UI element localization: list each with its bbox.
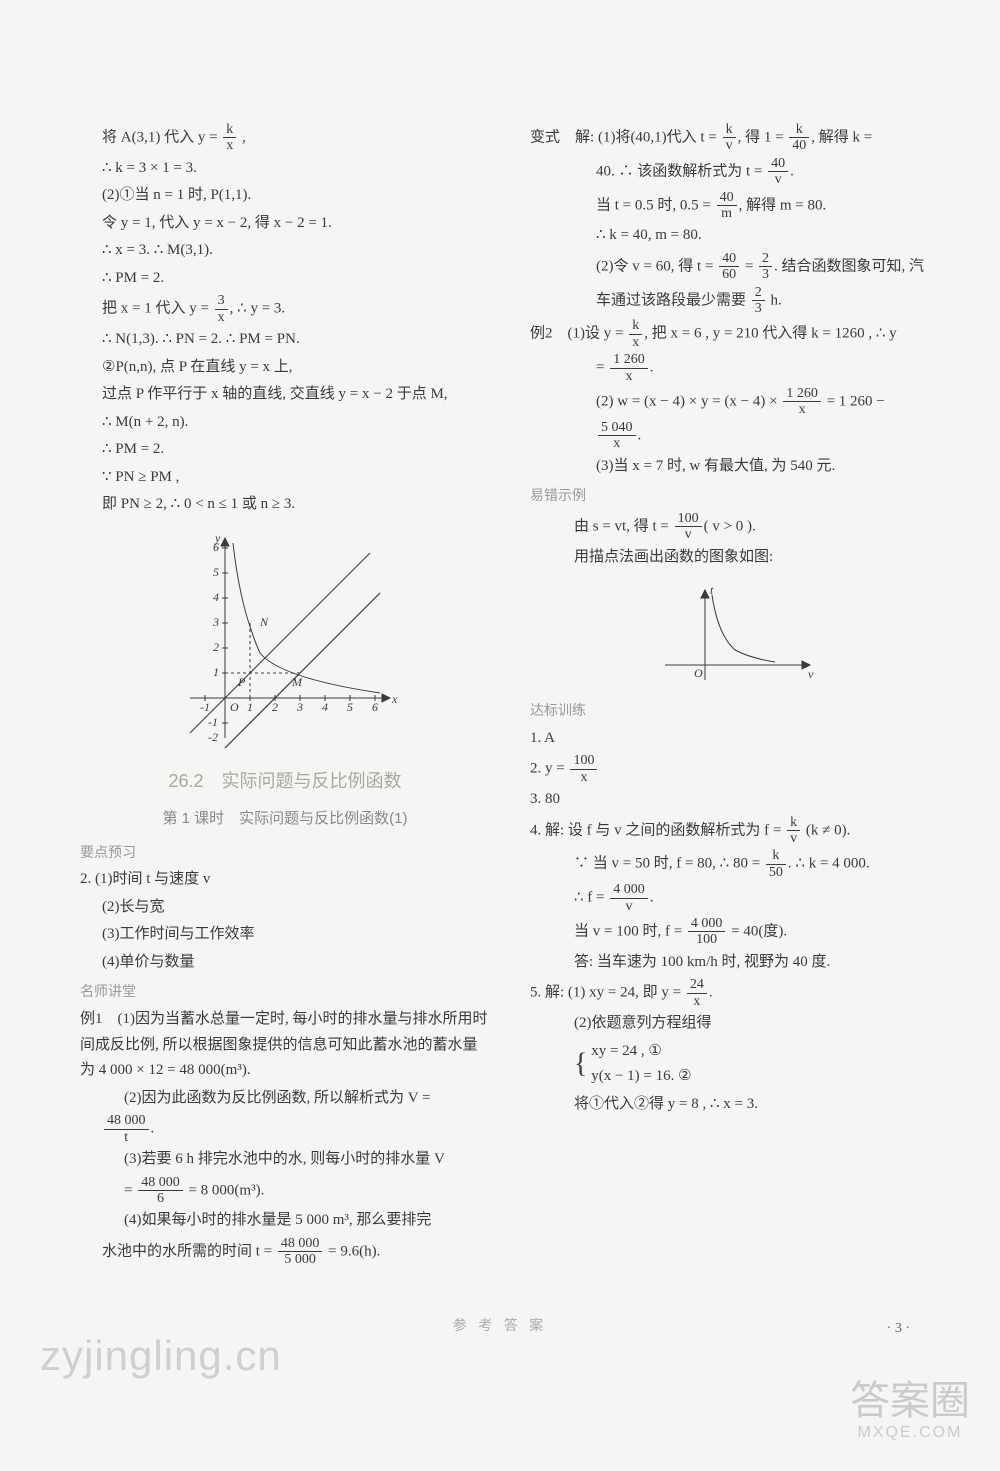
svg-text:2: 2 <box>272 700 278 714</box>
text-line: ∴ k = 40, m = 80. <box>530 223 940 249</box>
text-line: ∴ x = 3. ∴ M(3,1). <box>80 238 490 264</box>
text-line: 答: 当车速为 100 km/h 时, 视野为 40 度. <box>530 950 940 976</box>
text-line: (4)如果每小时的排水量是 5 000 m³, 那么要排完 <box>80 1208 490 1234</box>
text-line: (2)依题意列方程组得 <box>530 1011 940 1037</box>
bianshi: 变式 解: (1)将(40,1)代入 t = kv, 得 1 = k40, 解得… <box>530 122 940 154</box>
subhead-yicuo: 易错示例 <box>530 485 940 509</box>
watermark-right: 答案圈 MXQE.COM <box>850 1381 970 1441</box>
example-1: 例1 (1)因为当蓄水总量一定时, 每小时的排水量与排水所用时间成反比例, 所以… <box>80 1007 490 1084</box>
graph-hyperbola-lines: O x y -1 123 456 123 456 -1-2 P N M <box>80 528 490 748</box>
text-line: 用描点法画出函数的图象如图: <box>530 545 940 571</box>
text-line: (2)长与宽 <box>80 895 490 921</box>
footer-label: 参 考 答 案 <box>453 1315 548 1339</box>
svg-text:-1: -1 <box>208 715 218 729</box>
svg-text:6: 6 <box>372 700 378 714</box>
text-line: 车通过该路段最少需要 23 h. <box>530 285 940 317</box>
answer-1: 1. A <box>530 726 940 752</box>
answer-5: 5. 解: (1) xy = 24, 即 y = 24x. <box>530 977 940 1009</box>
text-line: 5 040x. <box>530 420 940 452</box>
svg-text:O: O <box>694 666 703 680</box>
svg-text:-1: -1 <box>200 700 210 714</box>
text-line: 当 t = 0.5 时, 0.5 = 40m, 解得 m = 80. <box>530 190 940 222</box>
text-line: 当 v = 100 时, f = 4 000100 = 40(度). <box>530 916 940 948</box>
svg-text:5: 5 <box>347 700 353 714</box>
text-line: ∴ k = 3 × 1 = 3. <box>80 156 490 182</box>
graph-inverse-curve: O v t <box>530 580 940 690</box>
text-line: 过点 P 作平行于 x 轴的直线, 交直线 y = x − 2 于点 M, <box>80 382 490 408</box>
text-line: = 1 260x. <box>530 352 940 384</box>
text-line: 将 A(3,1) 代入 y = kx , <box>80 122 490 154</box>
text-line: (3)工作时间与工作效率 <box>80 922 490 948</box>
text-line: ∴ M(n + 2, n). <box>80 410 490 436</box>
page-number: · 3 · <box>887 1317 910 1341</box>
text-line: ∵ PN ≥ PM , <box>80 465 490 491</box>
text-line: 由 s = vt, 得 t = 100v( v > 0 ). <box>530 511 940 543</box>
svg-text:P: P <box>237 675 246 689</box>
svg-text:1: 1 <box>213 665 219 679</box>
text-line: (3)当 x = 7 时, w 有最大值, 为 540 元. <box>530 454 940 480</box>
svg-text:2: 2 <box>213 640 219 654</box>
watermark-left: zyjingling.cn <box>40 1320 282 1391</box>
svg-text:4: 4 <box>213 590 219 604</box>
text-line: 48 000t. <box>80 1113 490 1145</box>
lesson-title: 第 1 课时 实际问题与反比例函数(1) <box>80 806 490 832</box>
svg-text:3: 3 <box>296 700 303 714</box>
text-line: ∴ f = 4 000v. <box>530 882 940 914</box>
text-line: 40. ∴ 该函数解析式为 t = 40v. <box>530 156 940 188</box>
text-line: 水池中的水所需的时间 t = 48 0005 000 = 9.6(h). <box>80 1236 490 1268</box>
svg-text:M: M <box>291 675 303 689</box>
text-line: 令 y = 1, 代入 y = x − 2, 得 x − 2 = 1. <box>80 211 490 237</box>
svg-text:-2: -2 <box>208 730 218 744</box>
subhead-dabiao: 达标训练 <box>530 700 940 724</box>
text-line: ∵ 当 v = 50 时, f = 80, ∴ 80 = k50. ∴ k = … <box>530 848 940 880</box>
text-line: (4)单价与数量 <box>80 950 490 976</box>
text-line: ②P(n,n), 点 P 在直线 y = x 上, <box>80 355 490 381</box>
svg-text:1: 1 <box>247 700 253 714</box>
svg-text:5: 5 <box>213 565 219 579</box>
answer-2: 2. y = 100x <box>530 753 940 785</box>
answer-3: 3. 80 <box>530 787 940 813</box>
text-line: (2)令 v = 60, 得 t = 4060 = 23. 结合函数图象可知, … <box>530 251 940 283</box>
subhead-mingshi: 名师讲堂 <box>80 981 490 1005</box>
answer-4: 4. 解: 设 f 与 v 之间的函数解析式为 f = kv (k ≠ 0). <box>530 815 940 847</box>
text-line: (2)因为此函数为反比例函数, 所以解析式为 V = <box>80 1086 490 1112</box>
text-line: (2)①当 n = 1 时, P(1,1). <box>80 183 490 209</box>
text-line: (3)若要 6 h 排完水池中的水, 则每小时的排水量 V <box>80 1147 490 1173</box>
svg-text:4: 4 <box>322 700 328 714</box>
section-title: 26.2 实际问题与反比例函数 <box>80 766 490 797</box>
svg-text:O: O <box>230 700 239 714</box>
text-line: 即 PN ≥ 2, ∴ 0 < n ≤ 1 或 n ≥ 3. <box>80 492 490 518</box>
equation-system: { xy = 24 , ① y(x − 1) = 16. ② <box>530 1039 940 1090</box>
text-line: (2) w = (x − 4) × y = (x − 4) × 1 260x =… <box>530 386 940 418</box>
text-line: ∴ PM = 2. <box>80 266 490 292</box>
svg-text:t: t <box>710 583 714 597</box>
svg-text:6: 6 <box>213 540 219 554</box>
text-line: ∴ PM = 2. <box>80 437 490 463</box>
svg-text:N: N <box>259 615 269 629</box>
subhead-yaodian: 要点预习 <box>80 842 490 866</box>
text-line: ∴ N(1,3). ∴ PN = 2. ∴ PM = PN. <box>80 327 490 353</box>
text-line: 把 x = 1 代入 y = 3x, ∴ y = 3. <box>80 293 490 325</box>
svg-text:x: x <box>391 692 398 706</box>
example-2: 例2 (1)设 y = kx, 把 x = 6 , y = 210 代入得 k … <box>530 318 940 350</box>
svg-text:3: 3 <box>212 615 219 629</box>
svg-text:v: v <box>808 667 814 681</box>
text-line: 2. (1)时间 t 与速度 v <box>80 867 490 893</box>
text-line: 将①代入②得 y = 8 , ∴ x = 3. <box>530 1092 940 1118</box>
text-line: = 48 0006 = 8 000(m³). <box>80 1175 490 1207</box>
